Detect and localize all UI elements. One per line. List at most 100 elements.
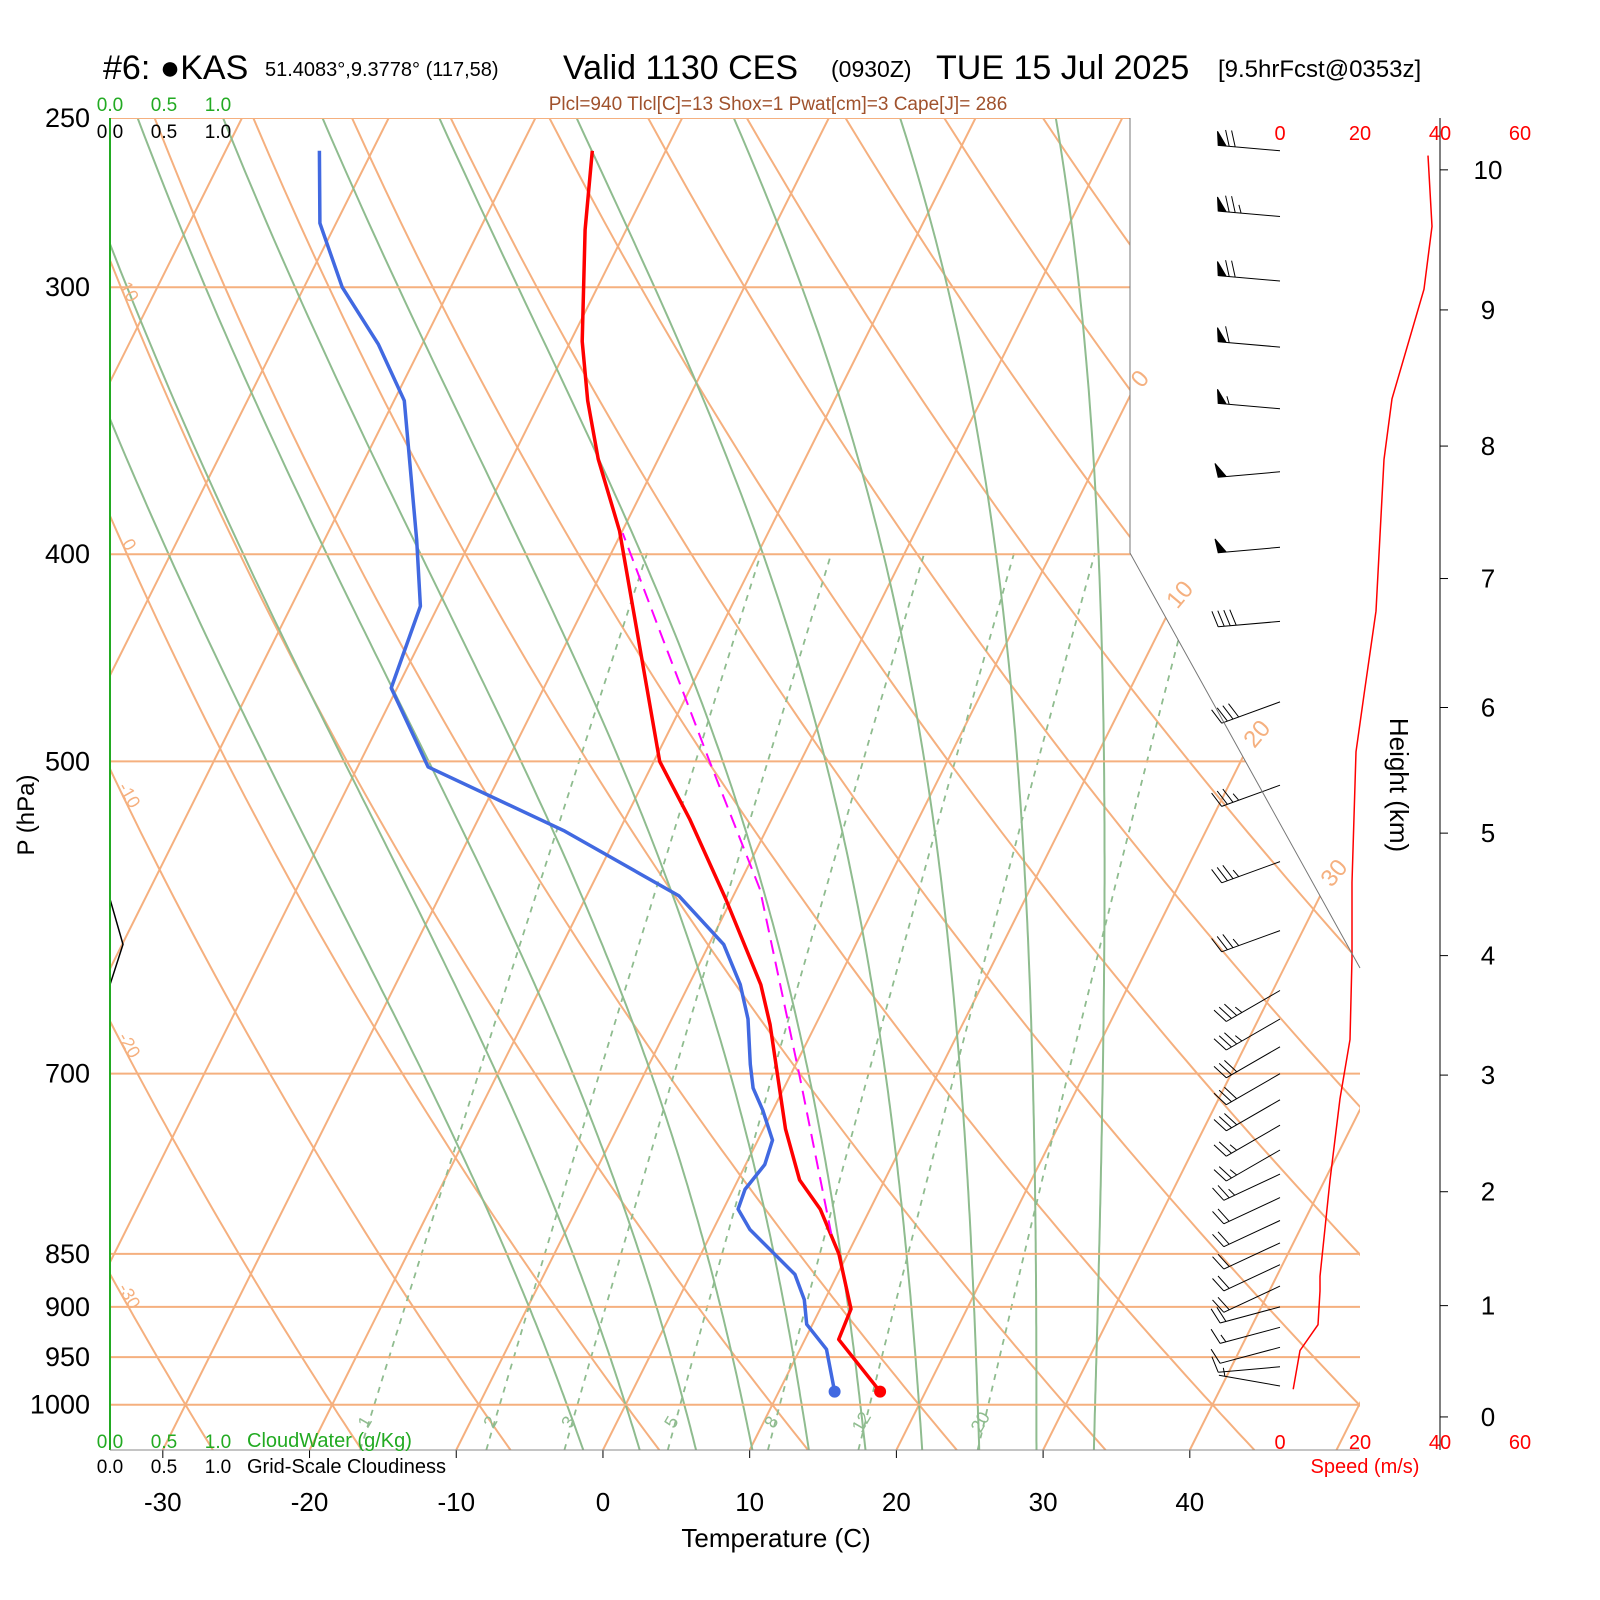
cloud-tick-label: 0.5	[151, 1432, 177, 1453]
wind-barb	[1211, 930, 1281, 953]
height-tick-label: 7	[1481, 564, 1495, 594]
profile-line	[580, 150, 882, 1393]
y-tick-label: 500	[45, 746, 90, 776]
wind-barb	[1213, 1099, 1281, 1132]
dry-adiabat	[110, 118, 809, 1450]
wind-barb	[1210, 1306, 1281, 1324]
wind-barb	[1212, 1285, 1281, 1313]
wind-barb	[1210, 1346, 1281, 1364]
x-tick-label: -30	[144, 1487, 182, 1517]
moist-adiabat	[438, 118, 867, 1450]
wind-barb	[1217, 129, 1281, 152]
mixing-ratio-line	[485, 552, 762, 1450]
cloud-tick-label: 0.0	[97, 95, 123, 116]
y-tick-label: 250	[45, 103, 90, 133]
cloud-tick-label: 1.0	[205, 95, 231, 116]
wind-barb	[1213, 1149, 1281, 1182]
title-station: #6: ●KAS	[103, 49, 248, 87]
wind-barb	[1213, 1124, 1281, 1157]
wind-barb	[1212, 1264, 1281, 1292]
speed-tick-label: 60	[1509, 1432, 1531, 1454]
x-tick-label: 30	[1029, 1487, 1058, 1517]
cloud-tick-label: 0.5	[151, 95, 177, 116]
dry-adiabat	[745, 118, 1360, 1450]
dry-adiabat	[110, 118, 214, 1450]
cloud-tick-label: 0.0	[97, 1457, 123, 1478]
moist-adiabat	[110, 118, 641, 1450]
moist-adiabat	[1054, 118, 1106, 1450]
wind-barb	[1213, 990, 1281, 1022]
dry-adiabat	[252, 118, 1107, 1450]
dry-adiabat	[110, 118, 363, 1450]
dry-adiabat	[844, 118, 1360, 1450]
wind-barb	[1211, 701, 1281, 724]
cloud-tick-label: 0.5	[151, 122, 177, 143]
moist-adiabat	[222, 118, 754, 1450]
height-tick-label: 8	[1481, 431, 1495, 461]
title-valid: Valid 1130 CES	[563, 49, 798, 87]
isotherm	[110, 118, 390, 1450]
profile-line	[317, 150, 837, 1392]
wind-barb	[1211, 1356, 1281, 1373]
dry-adiabat	[110, 118, 661, 1450]
surface-marker	[828, 1385, 841, 1398]
isotherm	[1188, 118, 1360, 1450]
height-tick-label: 9	[1481, 295, 1495, 325]
y-tick-label: 1000	[30, 1390, 90, 1420]
wind-barb	[1213, 1073, 1281, 1106]
y-tick-label: 850	[45, 1239, 90, 1269]
y-tick-label: 700	[45, 1059, 90, 1089]
wind-barb	[1211, 609, 1281, 628]
height-tick-label: 4	[1481, 941, 1495, 971]
dry-adiabat	[548, 118, 1360, 1450]
wind-barb	[1212, 1197, 1281, 1225]
mixing-ratio-line	[563, 552, 833, 1450]
dry-adiabat	[647, 118, 1360, 1450]
isotherm	[455, 118, 1124, 1450]
y-tick-label: 900	[45, 1292, 90, 1322]
wind-barb	[1213, 1046, 1281, 1079]
y-tick-label: 300	[45, 272, 90, 302]
height-tick-label: 0	[1481, 1402, 1495, 1432]
moist-adiabat	[899, 118, 1038, 1450]
x-tick-label: 0	[596, 1487, 610, 1517]
speed-tick-label: 0	[1274, 123, 1285, 145]
isotherm	[895, 118, 1360, 1450]
dry-adiabat	[351, 118, 1256, 1450]
plot-right-border	[1129, 118, 1361, 969]
wind-barb	[1212, 1173, 1281, 1201]
title-utc: (0930Z)	[831, 56, 912, 82]
moist-adiabat	[575, 118, 924, 1450]
height-tick-label: 5	[1481, 818, 1495, 848]
x-tick-label: 40	[1175, 1487, 1204, 1517]
isotherm	[110, 118, 537, 1450]
isotherm	[110, 118, 683, 1450]
y-tick-label: 950	[45, 1342, 90, 1372]
moist-adiabat	[321, 118, 810, 1450]
wind-barb	[1212, 1220, 1281, 1248]
wind-barb	[1217, 260, 1281, 282]
moist-adiabat	[110, 118, 585, 1450]
moist-adiabat	[732, 118, 981, 1450]
surface-marker	[874, 1385, 887, 1398]
title-forecast: [9.5hrFcst@0353z]	[1218, 56, 1421, 83]
wind-barb	[1211, 784, 1281, 807]
height-axis-label: Height (km)	[1384, 718, 1414, 852]
speed-tick-label: 60	[1509, 123, 1531, 145]
moist-adiabat	[136, 118, 698, 1450]
title-date: TUE 15 Jul 2025	[936, 49, 1189, 87]
cloud-tick-label: 0.5	[151, 1457, 177, 1478]
isotherm	[161, 118, 830, 1450]
profile-line	[621, 532, 833, 1235]
y-tick-label: 400	[45, 539, 90, 569]
x-tick-label: 20	[882, 1487, 911, 1517]
speed-tick-label: 0	[1274, 1432, 1285, 1454]
title-location: 51.4083°,9.3778° (117,58)	[265, 59, 499, 81]
wind-barb	[1210, 1326, 1281, 1344]
speed-tick-label: 20	[1349, 1432, 1371, 1454]
cloud-water-label: CloudWater (g/Kg)	[247, 1430, 412, 1452]
y-axis-label: P (hPa)	[13, 775, 40, 856]
cloud-tick-label: 1.0	[205, 1432, 231, 1453]
